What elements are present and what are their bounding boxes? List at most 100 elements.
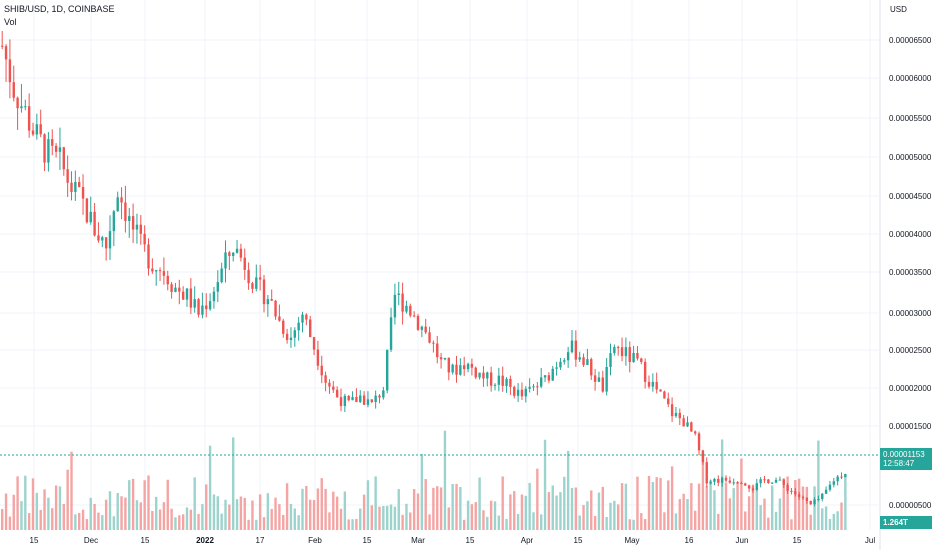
candle-body <box>651 381 655 387</box>
candle-body <box>332 386 335 390</box>
volume-bar <box>566 450 570 530</box>
candle-body <box>778 479 782 481</box>
candle-body <box>609 353 612 367</box>
candle-body <box>282 320 285 334</box>
volume-bar <box>520 494 524 530</box>
volume-bar <box>27 513 31 530</box>
candle-body <box>97 235 100 241</box>
candle-body <box>509 378 512 387</box>
volume-bar <box>54 485 58 530</box>
candle-body <box>181 291 185 300</box>
volume-bar <box>335 496 339 530</box>
candle-body <box>532 386 535 388</box>
price-tick-label: 0.00004000 <box>889 230 932 239</box>
candle-body <box>486 372 489 379</box>
volume-bar <box>70 451 73 530</box>
volume-bar <box>74 514 77 530</box>
candle-body <box>93 211 96 236</box>
volume-bar <box>659 477 662 530</box>
volume-bar <box>85 519 89 530</box>
volume-bar <box>155 496 158 530</box>
volume-bar <box>16 476 19 530</box>
candle-body <box>428 332 431 343</box>
candle-body <box>520 389 524 397</box>
volume-bar <box>528 482 531 530</box>
candle-body <box>328 382 331 387</box>
candle-body <box>720 477 724 483</box>
volume-bar <box>578 515 581 530</box>
volume-bar <box>655 477 658 530</box>
volume-bar <box>247 519 250 530</box>
candle-body <box>605 366 608 392</box>
candle-body <box>659 389 662 392</box>
candle-body <box>694 431 697 434</box>
candle-body <box>543 375 547 378</box>
time-tick-label: 15 <box>574 536 583 545</box>
volume-bar <box>420 453 424 530</box>
volume-bar <box>674 513 678 530</box>
last-volume-badge: 1.264T <box>880 516 932 529</box>
candle-body <box>497 375 501 385</box>
volume-bar <box>747 496 751 530</box>
candle-body <box>736 482 739 484</box>
volume-bar <box>432 487 435 530</box>
price-axis[interactable]: USD 0.00000500 0.00001500 0.00002000 0.0000… <box>889 5 932 510</box>
price-tick-label: 0.00003000 <box>889 309 932 318</box>
volume-bar <box>174 517 177 530</box>
volume-bar <box>751 485 755 530</box>
candle-body <box>717 478 720 483</box>
volume-bar <box>193 477 196 530</box>
volume-bar <box>667 480 670 530</box>
volume-bar <box>339 508 343 530</box>
candle-body <box>386 349 389 391</box>
volume-bar <box>116 492 119 530</box>
volume-bar <box>663 512 666 530</box>
volume-bar <box>694 510 697 530</box>
candle-body <box>797 494 801 497</box>
volume-bar <box>824 506 828 530</box>
volume-bar <box>178 515 181 530</box>
volume-bar <box>135 500 139 530</box>
candle-body <box>270 299 273 301</box>
candle-body <box>459 365 462 375</box>
volume-bar <box>713 490 716 530</box>
candle-body <box>147 244 150 269</box>
candle-body <box>493 384 497 386</box>
volume-bar <box>255 519 258 530</box>
volume-bar <box>212 494 216 530</box>
volume-bar <box>740 458 743 530</box>
candle-body <box>412 315 416 317</box>
candle-body <box>151 268 154 272</box>
candle-body <box>239 248 243 258</box>
candle-body <box>682 418 685 427</box>
volume-bar <box>601 486 604 530</box>
volume-bar <box>728 498 732 530</box>
volume-bar <box>324 488 327 530</box>
volume-bar <box>790 519 793 530</box>
volume-bar <box>451 484 454 530</box>
volume-bar <box>124 497 127 530</box>
candle-body <box>466 363 470 370</box>
candle-body <box>378 395 381 398</box>
volume-bar <box>736 482 739 530</box>
volume-bar <box>436 486 439 530</box>
volume-indicator-label[interactable]: Vol <box>4 17 17 27</box>
volume-bar <box>343 491 347 530</box>
time-axis[interactable]: 15 Dec 15 2022 17 Feb 15 Mar 15 Apr 15 May 16 Jun 15 Ju… <box>30 536 876 545</box>
candle-body <box>420 326 424 330</box>
candle-body <box>832 481 835 485</box>
volume-bar <box>686 499 689 530</box>
grid <box>0 0 881 550</box>
candle-body <box>744 483 747 486</box>
volume-bar <box>232 437 235 530</box>
volume-bar <box>89 497 92 530</box>
candle-body <box>636 352 639 359</box>
time-tick-label: Mar <box>411 536 425 545</box>
candle-body <box>301 314 304 323</box>
candle-body <box>582 357 585 365</box>
candle-body <box>262 279 266 305</box>
volume-bar <box>836 511 839 530</box>
candle-body <box>451 364 454 373</box>
symbol-title[interactable]: SHIB/USD, 1D, COINBASE <box>4 4 115 14</box>
